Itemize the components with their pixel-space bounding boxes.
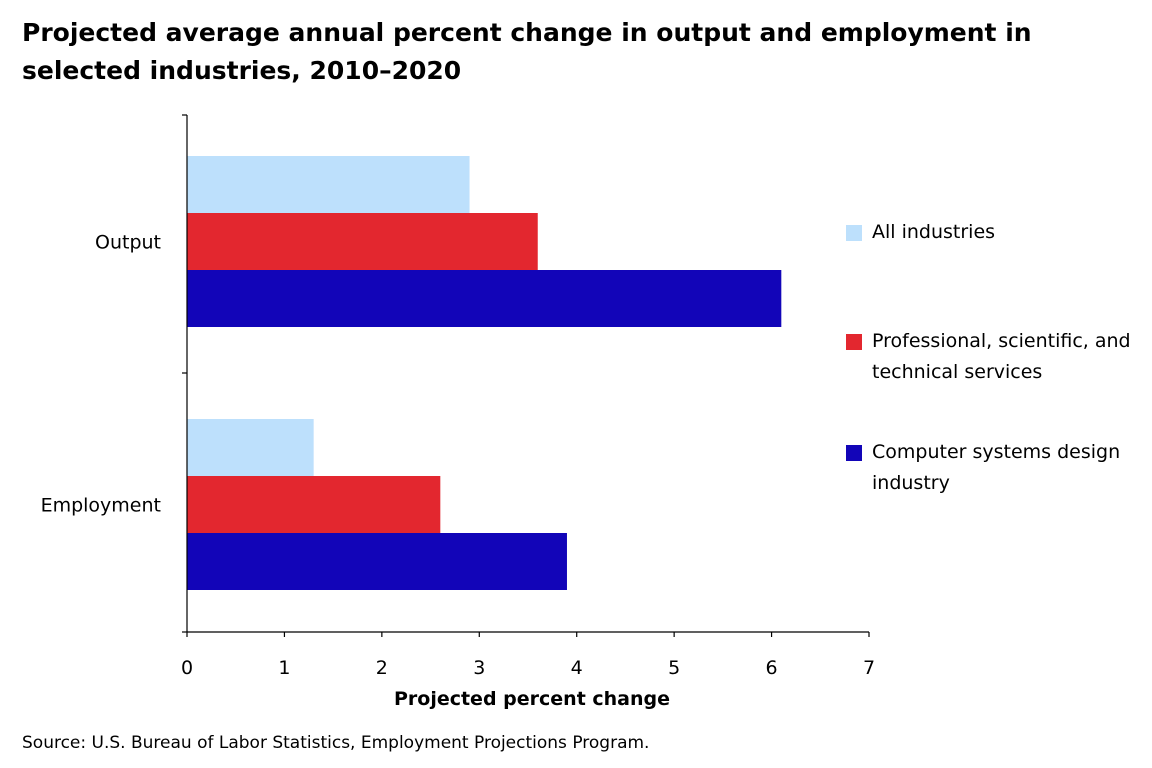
legend-item-all-industries[interactable]: All industries [846, 217, 1146, 248]
source-note: Source: U.S. Bureau of Labor Statistics,… [22, 733, 650, 753]
legend-label-all-industries: All industries [872, 221, 996, 243]
legend-swatch-computer-systems-design [846, 445, 862, 461]
legend-item-professional-services[interactable]: Professional, scientific, and technical … [846, 326, 1146, 388]
axes-layer [182, 114, 869, 633]
x-ticks-layer: 0 1 2 3 4 5 6 7 [181, 632, 875, 679]
x-tick-label: 3 [473, 657, 485, 679]
x-tick-label: 6 [766, 657, 778, 679]
category-label-output: Output [95, 232, 161, 254]
bar-employment-professional-scientific-and-technical-services[interactable] [187, 476, 441, 533]
bars-layer [187, 156, 782, 590]
legend-label-professional-services: Professional, scientific, and technical … [872, 330, 1131, 383]
chart-title: Projected average annual percent change … [22, 18, 1032, 85]
bar-employment-computer-systems-design-industry[interactable] [187, 533, 567, 590]
category-label-employment: Employment [41, 495, 161, 517]
x-tick-label: 2 [376, 657, 388, 679]
legend-label-computer-systems-design: Computer systems design industry [872, 441, 1121, 494]
bar-output-professional-scientific-and-technical-services[interactable] [187, 213, 538, 270]
bar-employment-all-industries[interactable] [187, 419, 314, 476]
legend-item-computer-systems-design[interactable]: Computer systems design industry [846, 437, 1146, 499]
x-tick-label: 5 [668, 657, 680, 679]
category-labels-layer: Output Employment [41, 232, 161, 517]
legend-swatch-professional-services [846, 334, 862, 350]
x-tick-label: 7 [863, 657, 875, 679]
bar-output-all-industries[interactable] [187, 156, 470, 213]
bar-output-computer-systems-design-industry[interactable] [187, 270, 782, 327]
x-axis-label: Projected percent change [394, 688, 670, 710]
legend-swatch-all-industries [846, 225, 862, 241]
x-tick-label: 4 [571, 657, 583, 679]
x-tick-label: 1 [278, 657, 290, 679]
x-tick-label: 0 [181, 657, 193, 679]
